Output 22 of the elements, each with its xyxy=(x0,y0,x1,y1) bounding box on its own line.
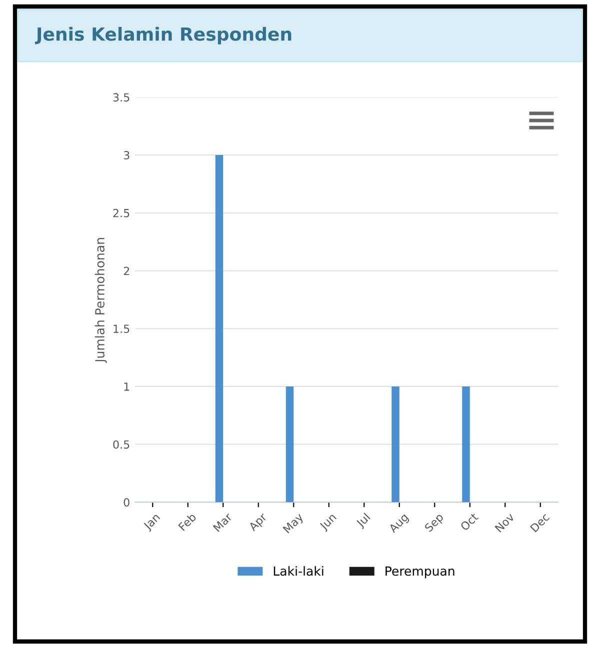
x-tick-label: Nov xyxy=(494,512,515,533)
x-tick-label: Dec xyxy=(530,512,550,532)
y-tick-label: 0 xyxy=(124,498,130,507)
legend-label: Laki-laki xyxy=(274,566,324,576)
y-tick-label: 2.5 xyxy=(113,208,130,218)
y-tick-label: 3.5 xyxy=(113,93,130,102)
x-tick-label: Jun xyxy=(318,512,338,532)
y-tick-label: 3 xyxy=(124,151,130,160)
x-tick-label: Mar xyxy=(212,512,233,532)
x-tick-label: Apr xyxy=(248,512,269,534)
x-tick-label: Feb xyxy=(178,512,197,532)
y-tick-label: 2 xyxy=(124,266,130,275)
x-tick-label: Sep xyxy=(424,512,446,534)
y-tick-label: 1.5 xyxy=(114,324,130,334)
y-tick-label: 0.5 xyxy=(113,440,130,449)
y-axis-title: Jumlah Permohonan xyxy=(94,238,107,364)
x-tick-label: Jan xyxy=(142,512,162,532)
chart-title: Jenis Kelamin Responden xyxy=(34,26,292,44)
y-tick-label: 1 xyxy=(124,382,130,391)
x-tick-label: Oct xyxy=(460,512,479,532)
x-tick-label: Jul xyxy=(355,512,372,530)
legend-label: Perempuan xyxy=(386,566,454,578)
